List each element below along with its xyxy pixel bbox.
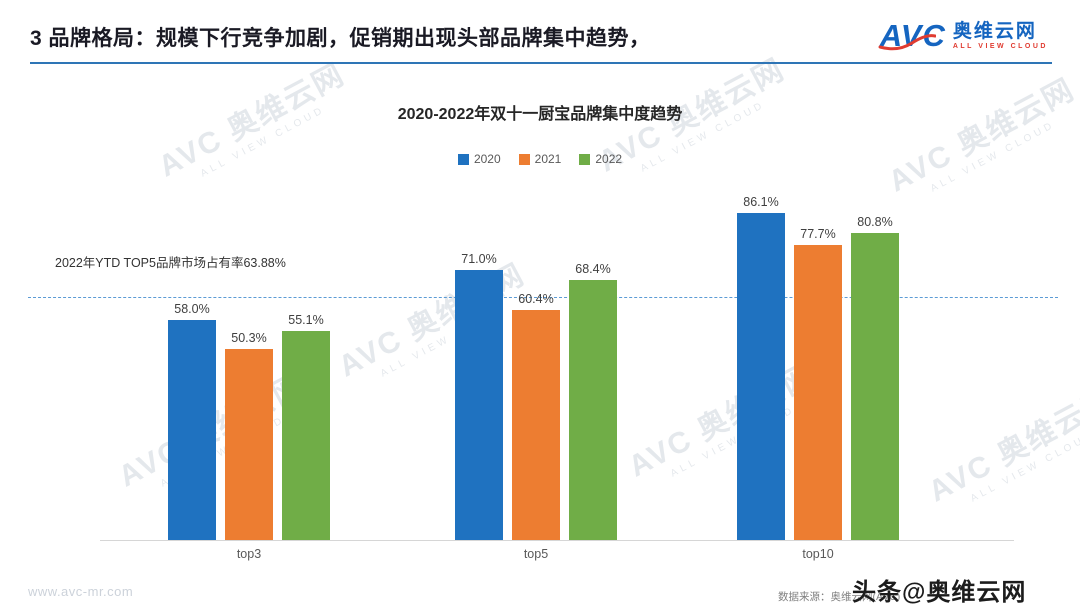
bar-value-label: 71.0% bbox=[461, 252, 497, 267]
category-label-top3: top3 bbox=[236, 547, 262, 561]
x-axis-line bbox=[100, 540, 1014, 541]
bar-2022-top5 bbox=[569, 280, 617, 540]
bar-2021-top10 bbox=[794, 244, 842, 540]
bar-value-label: 77.7% bbox=[800, 226, 836, 241]
bar-cell: 55.1% bbox=[282, 313, 330, 540]
bar-2022-top10 bbox=[851, 232, 899, 540]
bar-2020-top5 bbox=[455, 270, 503, 540]
bar-cell: 68.4% bbox=[569, 262, 617, 540]
header-divider bbox=[30, 62, 1052, 64]
bar-group-top5: 71.0% 60.4% 68.4% bbox=[455, 252, 617, 540]
logo-company-name: 奥维云网 bbox=[952, 20, 1037, 42]
bar-cell: 80.8% bbox=[851, 215, 899, 540]
bar-2022-top3 bbox=[282, 330, 330, 540]
bar-value-label: 80.8% bbox=[857, 214, 893, 229]
bar-value-label: 58.0% bbox=[174, 301, 210, 316]
bar-2021-top5 bbox=[512, 310, 560, 540]
bar-value-label: 60.4% bbox=[518, 292, 554, 307]
bar-cell: 71.0% bbox=[455, 252, 503, 540]
category-label-top10: top10 bbox=[802, 547, 834, 561]
legend-label: 2021 bbox=[534, 152, 562, 166]
bar-value-label: 86.1% bbox=[743, 194, 779, 209]
bar-cell: 60.4% bbox=[512, 292, 560, 540]
legend: 2020 2021 2022 bbox=[0, 152, 1080, 166]
annotation-top5-share: 2022年YTD TOP5品牌市场占有率63.88% bbox=[55, 256, 286, 270]
page-title: 3 品牌格局：规模下行竞争加剧，促销期出现头部品牌集中趋势， bbox=[30, 27, 651, 50]
bar-2020-top10 bbox=[737, 212, 785, 540]
legend-swatch-2021 bbox=[518, 153, 530, 165]
logo-tagline: ALL VIEW CLOUD bbox=[952, 42, 1048, 50]
bar-group-top3: 58.0% 50.3% 55.1% bbox=[168, 302, 330, 540]
category-label-top5: top5 bbox=[523, 547, 549, 561]
bar-value-label: 55.1% bbox=[288, 312, 324, 327]
legend-label: 2022 bbox=[595, 152, 623, 166]
bar-cell: 77.7% bbox=[794, 227, 842, 540]
reference-line bbox=[28, 297, 1058, 299]
legend-item: 2020 bbox=[457, 152, 501, 166]
avc-logo: AVC 奥维云网 ALL VIEW CLOUD bbox=[878, 18, 1048, 54]
chart-title: 2020-2022年双十一厨宝品牌集中度趋势 bbox=[397, 106, 683, 123]
legend-item: 2021 bbox=[518, 152, 562, 166]
bar-group-top10: 86.1% 77.7% 80.8% bbox=[737, 195, 899, 540]
bar-cell: 50.3% bbox=[225, 331, 273, 540]
bar-2021-top3 bbox=[225, 348, 273, 540]
legend-label: 2020 bbox=[473, 152, 501, 166]
bar-cell: 58.0% bbox=[168, 302, 216, 540]
bar-value-label: 68.4% bbox=[575, 262, 611, 277]
plot-area: 58.0% 50.3% 55.1% 71.0% 60.4% 68.4% 86.1% 77.7%… bbox=[0, 140, 1080, 540]
bar-cell: 86.1% bbox=[737, 195, 785, 540]
bar-2020-top3 bbox=[168, 319, 216, 540]
legend-item: 2022 bbox=[579, 152, 622, 166]
bar-value-label: 50.3% bbox=[231, 330, 267, 345]
legend-swatch-2020 bbox=[457, 153, 469, 165]
logo-swoosh-icon bbox=[878, 34, 936, 51]
legend-swatch-2022 bbox=[579, 153, 591, 165]
